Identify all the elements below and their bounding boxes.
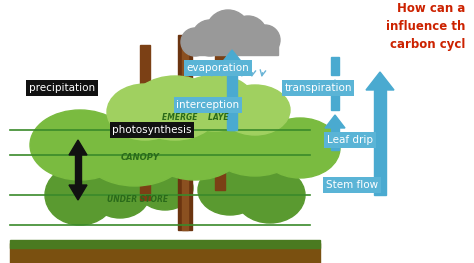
- Text: transpiration: transpiration: [284, 83, 352, 93]
- Bar: [331, 125, 339, 150]
- Text: UNDER STORE: UNDER STORE: [108, 195, 169, 205]
- Bar: [227, 60, 237, 130]
- Polygon shape: [366, 72, 394, 90]
- Ellipse shape: [90, 168, 150, 218]
- Ellipse shape: [145, 110, 245, 180]
- Ellipse shape: [137, 166, 193, 210]
- Bar: [182, 40, 188, 230]
- Ellipse shape: [80, 110, 190, 186]
- Text: carbon cycl: carbon cycl: [390, 38, 465, 51]
- Circle shape: [181, 28, 209, 56]
- Polygon shape: [225, 62, 239, 74]
- Text: EMERGE    LAYE: EMERGE LAYE: [162, 114, 228, 123]
- Ellipse shape: [175, 75, 255, 131]
- Polygon shape: [69, 185, 87, 200]
- Polygon shape: [325, 115, 345, 128]
- Bar: [2, 0, 312, 263]
- Circle shape: [206, 10, 250, 54]
- Text: precipitation: precipitation: [29, 83, 95, 93]
- Text: How can a: How can a: [397, 2, 465, 15]
- Circle shape: [192, 20, 228, 56]
- Polygon shape: [69, 140, 87, 155]
- Bar: [374, 90, 386, 195]
- Text: Stem flow: Stem flow: [326, 180, 378, 190]
- Text: evaporation: evaporation: [187, 63, 249, 73]
- Text: Leaf drip: Leaf drip: [327, 135, 373, 145]
- Text: interception: interception: [176, 100, 239, 110]
- Bar: [331, 57, 339, 75]
- Polygon shape: [220, 50, 244, 65]
- Ellipse shape: [130, 76, 220, 140]
- Bar: [229, 74, 235, 130]
- Bar: [10, 243, 320, 263]
- Ellipse shape: [207, 110, 303, 176]
- Text: CANOPY: CANOPY: [120, 154, 159, 163]
- Ellipse shape: [235, 167, 305, 223]
- Bar: [192, 41, 278, 55]
- Bar: [215, 45, 225, 190]
- Polygon shape: [325, 80, 345, 93]
- Ellipse shape: [198, 165, 262, 215]
- Text: influence th: influence th: [386, 20, 465, 33]
- Text: photosynthesis: photosynthesis: [112, 125, 192, 135]
- Circle shape: [229, 16, 267, 54]
- Bar: [10, 240, 320, 248]
- Ellipse shape: [260, 118, 340, 178]
- Ellipse shape: [30, 110, 130, 180]
- Circle shape: [250, 25, 280, 55]
- Ellipse shape: [220, 85, 290, 135]
- Ellipse shape: [107, 84, 183, 140]
- Bar: [75, 148, 81, 185]
- Bar: [140, 45, 150, 200]
- Bar: [331, 90, 339, 110]
- Bar: [178, 35, 192, 230]
- Ellipse shape: [45, 165, 115, 225]
